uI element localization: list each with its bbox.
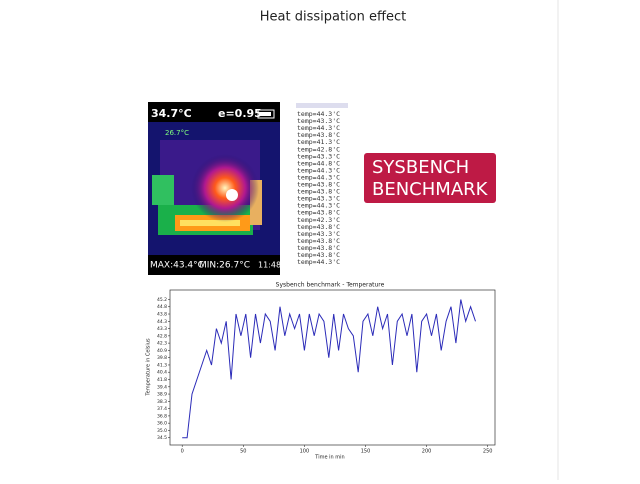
plot-frame [169,289,496,446]
y-tick-label: 43.8 [157,312,167,318]
page-title: Heat dissipation effect [260,10,406,25]
chart-title: Sysbench benchmark - Temperature [276,282,385,289]
terminal-line: temp=42.8'C [297,145,340,153]
y-tick-label: 36.8 [157,413,167,419]
y-tick-label: 36.0 [157,421,167,427]
terminal-line: temp=43.8'C [297,188,340,196]
y-tick-label: 41.3 [157,362,167,368]
y-tick-label: 43.3 [157,326,167,332]
x-tick-label: 0 [181,449,184,455]
terminal-line: temp=43.3'C [297,152,340,160]
terminal-line: temp=44.3'C [297,124,340,132]
y-tick-label: 34.5 [157,435,167,441]
y-tick-label: 44.3 [157,319,167,325]
terminal: temp=44.3'Ctemp=43.3'Ctemp=44.3'Ctemp=43… [296,103,348,266]
terminal-line: temp=44.3'C [297,258,340,266]
y-tick-label: 42.8 [157,333,167,339]
y-axis-label: Temperature in Celsius [146,338,152,397]
y-tick-label: 38.9 [157,392,167,398]
chart: Sysbench benchmark - Temperature Time in… [146,282,496,461]
thermal-min: MIN:26.7°C [199,261,250,271]
y-tick-label: 39.8 [157,355,167,361]
terminal-line: temp=44.3'C [297,110,340,118]
thermal-image: 34.7°C e=0.95 26.7°C MAX:43.4°C MIN:26.7… [148,102,281,275]
thermal-spot: 26.7°C [165,129,189,137]
y-tick-label: 40.9 [157,348,167,354]
terminal-line: temp=43.8'C [297,244,340,252]
line-series [182,299,476,439]
x-tick-label: 100 [300,449,310,455]
thermal-max: MAX:43.4°C [150,261,204,271]
terminal-line: temp=43.8'C [297,251,340,259]
terminal-line: temp=44.3'C [297,173,340,181]
y-tick-label: 42.3 [157,341,167,347]
badge-line: SYSBENCH [372,157,469,178]
terminal-line: temp=43.8'C [297,181,340,189]
x-tick-label: 250 [483,449,493,455]
thermal-temp: 34.7°C [151,107,192,120]
x-tick-label: 50 [240,449,246,455]
terminal-line: temp=42.3'C [297,216,340,224]
terminal-line: temp=43.3'C [297,117,340,125]
y-tick-label: 44.8 [157,304,167,310]
terminal-line: temp=44.3'C [297,166,340,174]
y-tick-label: 38.3 [157,399,167,405]
terminal-line: temp=43.8'C [297,223,340,231]
y-tick-label: 39.4 [157,384,167,390]
y-tick-label: 45.2 [157,297,167,303]
terminal-line: temp=43.8'C [297,209,340,217]
thermal-emissivity: e=0.95 [218,107,262,120]
badge: SYSBENCH BENCHMARK [364,153,496,203]
terminal-line: temp=43.8'C [297,237,340,245]
x-tick-label: 150 [361,449,371,455]
terminal-line: temp=44.3'C [297,202,340,210]
terminal-line: temp=41.3'C [297,138,340,146]
x-tick-label: 200 [422,449,432,455]
badge-line: BENCHMARK [372,179,489,200]
thermal-time: 11:48 [258,261,281,270]
terminal-line: temp=43.3'C [297,195,340,203]
x-axis-label: Time in min [314,455,344,461]
y-tick-label: 40.4 [157,370,167,376]
terminal-line: temp=44.8'C [297,159,340,167]
y-tick-label: 37.4 [157,406,167,412]
y-tick-label: 35.0 [157,428,167,434]
terminal-line: temp=43.8'C [297,131,340,139]
terminal-line: temp=43.3'C [297,230,340,238]
y-tick-label: 41.8 [157,377,167,383]
